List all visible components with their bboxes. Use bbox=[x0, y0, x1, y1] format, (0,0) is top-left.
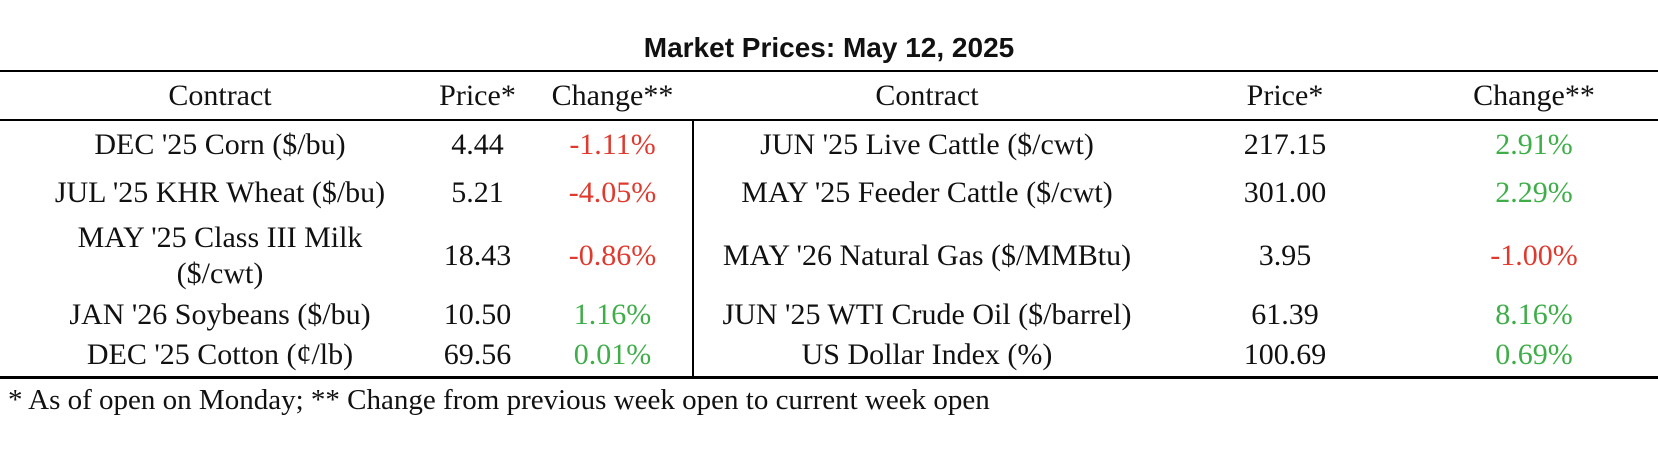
header-change-left: Change** bbox=[551, 79, 674, 112]
table-cell-change: 0.69% bbox=[1495, 338, 1573, 371]
table-cell-price: 10.50 bbox=[443, 298, 512, 331]
table-title: Market Prices: May 12, 2025 bbox=[643, 32, 1015, 63]
table-cell-price: 301.00 bbox=[1243, 176, 1327, 209]
table-cell-contract: JAN '26 Soybeans ($/bu) bbox=[69, 298, 371, 331]
table-cell-contract: US Dollar Index (%) bbox=[801, 338, 1053, 371]
top-rule bbox=[0, 70, 1658, 72]
table-cell-change: -0.86% bbox=[568, 239, 657, 272]
table-cell-price: 3.95 bbox=[1258, 239, 1312, 272]
table-cell-contract: JUL '25 KHR Wheat ($/bu) bbox=[54, 176, 386, 209]
header-contract-left: Contract bbox=[168, 79, 272, 112]
footnote: * As of open on Monday; ** Change from p… bbox=[8, 384, 990, 416]
table-cell-contract: MAY '25 Feeder Cattle ($/cwt) bbox=[741, 176, 1113, 209]
table-cell-price: 100.69 bbox=[1243, 338, 1327, 371]
table-cell-contract: MAY '25 Class III Milk ($/cwt) bbox=[77, 221, 363, 290]
header-price-right: Price* bbox=[1246, 79, 1324, 112]
table-cell-contract: MAY '26 Natural Gas ($/MMBtu) bbox=[722, 239, 1132, 272]
table-cell-change: 2.29% bbox=[1495, 176, 1573, 209]
table-cell-change: 0.01% bbox=[573, 338, 652, 371]
column-divider bbox=[692, 121, 694, 376]
table-cell-price: 5.21 bbox=[451, 176, 504, 209]
table-cell-change: 8.16% bbox=[1495, 298, 1573, 331]
table-cell-change: 1.16% bbox=[573, 298, 652, 331]
table-cell-change: 2.91% bbox=[1495, 128, 1573, 161]
bottom-rule bbox=[0, 376, 1658, 379]
table-cell-change: -1.11% bbox=[569, 128, 656, 161]
table-cell-contract: DEC '25 Cotton (¢/lb) bbox=[86, 338, 354, 371]
table-cell-price: 18.43 bbox=[443, 239, 512, 272]
table-cell-price: 4.44 bbox=[451, 128, 504, 161]
table-cell-price: 217.15 bbox=[1243, 128, 1327, 161]
header-rule bbox=[0, 119, 1658, 121]
table-cell-contract: DEC '25 Corn ($/bu) bbox=[94, 128, 346, 161]
table-cell-contract: JUN '25 Live Cattle ($/cwt) bbox=[760, 128, 1094, 161]
table-cell-price: 61.39 bbox=[1251, 298, 1319, 331]
table-cell-contract: JUN '25 WTI Crude Oil ($/barrel) bbox=[722, 298, 1132, 331]
table-cell-change: -1.00% bbox=[1490, 239, 1578, 272]
table-cell-price: 69.56 bbox=[443, 338, 512, 371]
table-cell-change: -4.05% bbox=[568, 176, 657, 209]
header-price-left: Price* bbox=[439, 79, 516, 112]
header-change-right: Change** bbox=[1473, 79, 1595, 112]
header-contract-right: Contract bbox=[875, 79, 979, 112]
